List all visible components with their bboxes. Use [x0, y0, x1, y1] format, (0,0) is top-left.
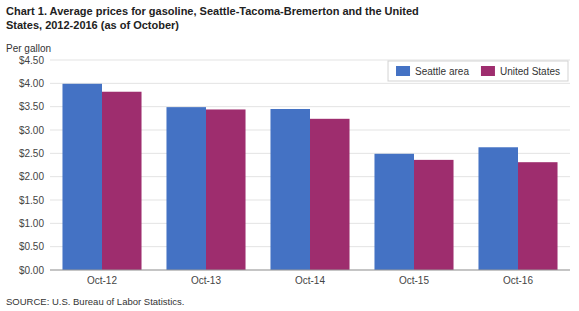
grid-line [50, 270, 570, 271]
y-tick-label: $2.50 [19, 148, 44, 159]
legend-frame [388, 61, 568, 81]
bar [310, 119, 350, 270]
grid-line [50, 83, 570, 84]
bar [414, 160, 454, 270]
y-tick-label: $1.50 [19, 195, 44, 206]
y-tick-label: $1.00 [19, 218, 44, 229]
y-axis: $0.00 $0.50 $1.00 $1.50 $2.00 $2.50 $3.00 $3.50… [19, 55, 570, 276]
bar [270, 109, 310, 270]
y-tick-label: $0.00 [19, 265, 44, 276]
legend-label: United States [500, 66, 560, 77]
bar [62, 84, 102, 270]
grid-line [50, 60, 570, 61]
y-axis-label: Per gallon [6, 43, 51, 54]
bar [478, 147, 518, 270]
x-tick-label: Oct-15 [399, 275, 429, 286]
subtitle: States, 2012-2016 (as of October) [6, 19, 179, 31]
y-tick-label: $2.00 [19, 171, 44, 182]
y-tick-label: $3.50 [19, 101, 44, 112]
bars [62, 84, 557, 270]
legend-swatch [396, 66, 410, 76]
title: Chart 1. Average prices for gasoline, Se… [6, 5, 419, 17]
y-tick-label: $0.50 [19, 241, 44, 252]
chart-container: Chart 1. Average prices for gasoline, Se… [0, 0, 579, 311]
legend-swatch [481, 66, 495, 76]
x-axis-line [50, 270, 570, 271]
y-tick-label: $3.00 [19, 125, 44, 136]
x-tick-label: Oct-13 [191, 275, 221, 286]
bar [374, 154, 414, 270]
legend: Seattle area United States [388, 61, 568, 81]
x-tick-label: Oct-14 [295, 275, 325, 286]
x-tick-label: Oct-16 [503, 275, 533, 286]
bar [518, 162, 558, 270]
annotation: SOURCE: U.S. Bureau of Labor Statistics. [6, 296, 184, 307]
bar [206, 109, 246, 270]
legend-label: Seattle area [415, 66, 469, 77]
y-tick-label: $4.00 [19, 78, 44, 89]
chart: Chart 1. Average prices for gasoline, Se… [0, 0, 579, 311]
y-tick-label: $4.50 [19, 55, 44, 66]
x-tick-label: Oct-12 [87, 275, 117, 286]
bar [102, 92, 142, 270]
bar [166, 107, 206, 270]
